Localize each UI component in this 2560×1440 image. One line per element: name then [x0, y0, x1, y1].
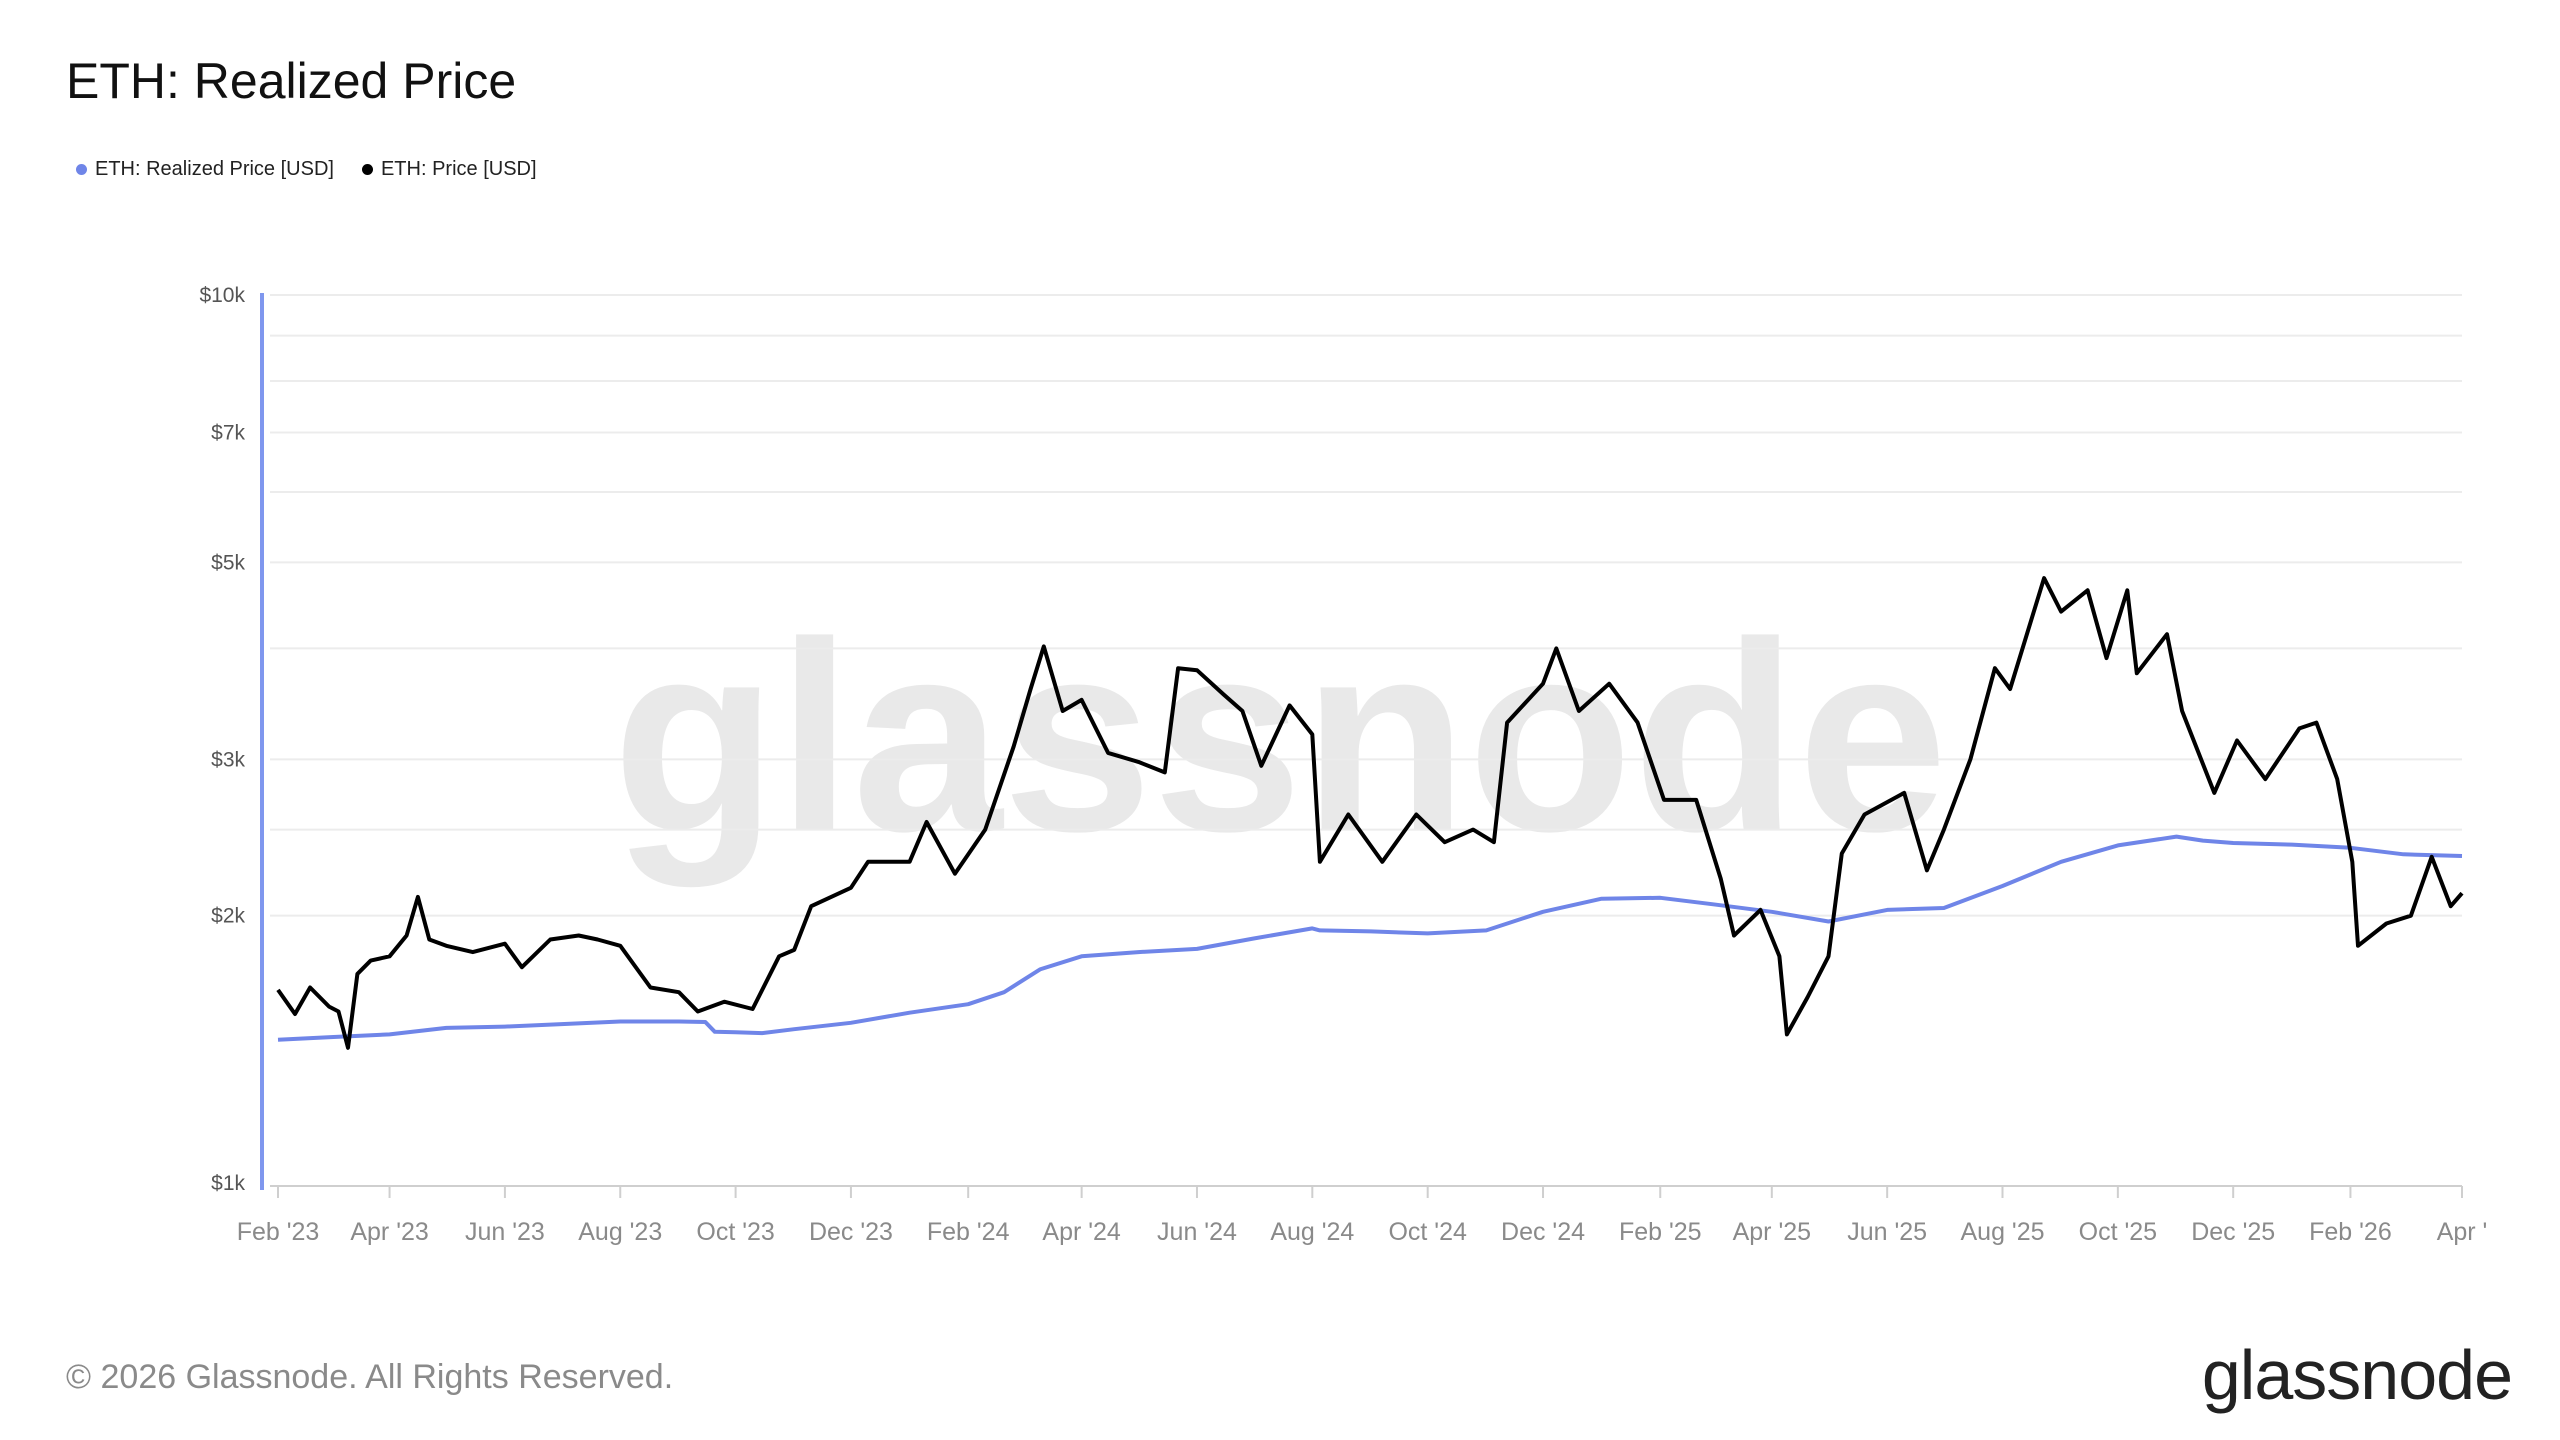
glassnode-logo: glassnode	[2201, 1336, 2513, 1414]
x-tick-label: Aug '25	[1961, 1218, 2045, 1246]
x-tick-label: Dec '24	[1501, 1218, 1585, 1246]
series-realized-price-line	[277, 834, 2463, 1042]
x-tick-label: Apr '	[2437, 1218, 2488, 1246]
watermark: glassnode	[612, 587, 1947, 889]
x-tick-label: Oct '23	[696, 1218, 774, 1246]
x-tick-label: Oct '24	[1388, 1218, 1467, 1246]
x-tick-label: Jun '24	[1157, 1218, 1237, 1246]
y-tick-label: $3k	[211, 748, 245, 771]
x-tick-label: Feb '23	[237, 1218, 320, 1246]
legend-item-realized-price[interactable]: ETH: Realized Price [USD]	[76, 158, 334, 181]
y-tick-label: $1k	[211, 1172, 245, 1195]
y-tick-label: $10k	[199, 284, 245, 307]
x-axis: Feb '23 Apr '23 Jun '23 Aug '23 Oct '23 Dec '…	[237, 1185, 2488, 1246]
x-tick-label: Jun '25	[1847, 1218, 1927, 1246]
x-tick-label: Apr '23	[350, 1218, 428, 1246]
chart-title: ETH: Realized Price	[66, 53, 517, 109]
grid-lines	[270, 294, 2462, 917]
legend-item-price[interactable]: ETH: Price [USD]	[361, 158, 537, 181]
x-tick-label: Dec '23	[809, 1218, 893, 1246]
x-tick-label: Aug '23	[578, 1218, 662, 1246]
x-tick-label: Jun '23	[465, 1218, 545, 1246]
y-tick-label: $7k	[211, 422, 245, 445]
series-price-line	[276, 576, 2464, 1050]
x-tick-label: Dec '25	[2191, 1218, 2275, 1246]
chart-legend: ETH: Realized Price [USD] ETH: Price [US…	[76, 158, 537, 181]
x-tick-label: Apr '25	[1733, 1218, 1811, 1246]
x-tick-label: Aug '24	[1270, 1218, 1354, 1246]
x-tick-label: Feb '25	[1619, 1218, 1702, 1246]
legend-dot-realized-price	[76, 164, 87, 175]
legend-dot-price	[361, 164, 373, 175]
legend-label-realized-price: ETH: Realized Price [USD]	[95, 158, 334, 180]
y-tick-label: $2k	[211, 905, 245, 928]
y-axis-labels: $1k $2k $3k $5k $7k $10k	[199, 284, 245, 1195]
y-tick-label: $5k	[211, 551, 245, 574]
x-tick-label: Feb '24	[927, 1218, 1010, 1246]
x-tick-label: Apr '24	[1042, 1218, 1121, 1246]
legend-label-price: ETH: Price [USD]	[380, 158, 537, 180]
copyright-footer: © 2026 Glassnode. All Rights Reserved.	[66, 1358, 674, 1396]
x-tick-label: Oct '25	[2079, 1218, 2157, 1246]
x-tick-label: Feb '26	[2309, 1218, 2392, 1246]
